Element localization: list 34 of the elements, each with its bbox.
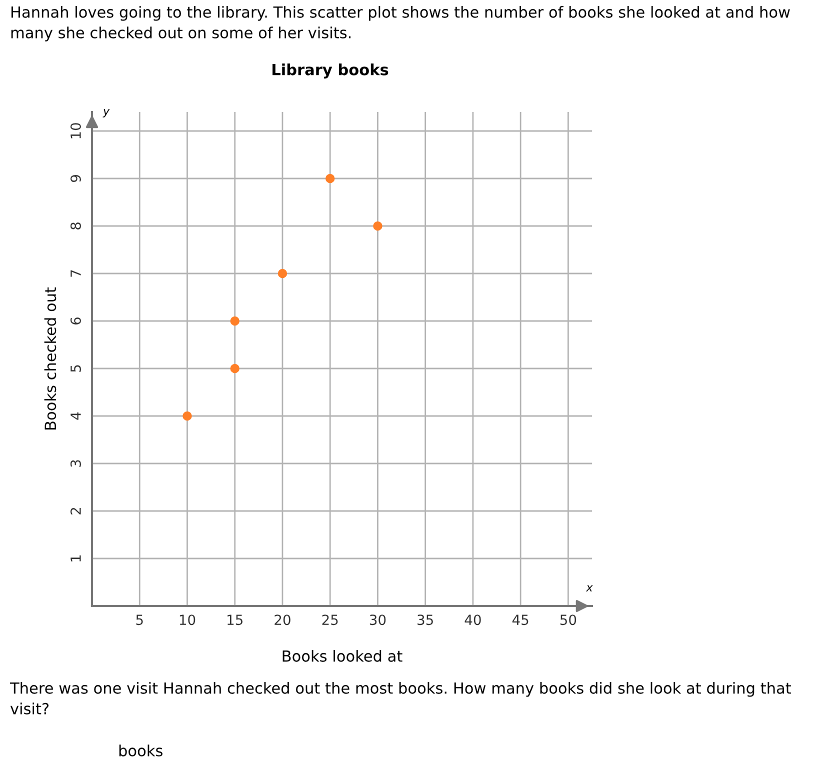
chart-title: Library books [272, 64, 388, 78]
x-tick-label: 5 [136, 614, 143, 626]
y-tick-label: 3 [70, 460, 81, 467]
point [230, 316, 240, 326]
y-tick-label: 6 [70, 317, 81, 324]
point [278, 268, 288, 278]
x-tick-label: 50 [560, 614, 576, 626]
y-tick-label: 5 [70, 365, 81, 372]
x-axis-title: Books looked at [282, 650, 402, 662]
text: books [119, 744, 162, 756]
y-tick-label: 1 [70, 555, 81, 562]
x-tick-label: 35 [418, 614, 433, 626]
y-axis-title: Books checked out [44, 287, 56, 430]
y-tick-label: 4 [70, 412, 81, 420]
point [182, 411, 192, 421]
y-tick-label: 8 [70, 222, 81, 230]
text: There was one visit Hannah checked out the most books. How many books did she look at during that visit? [10, 682, 792, 714]
point [373, 221, 382, 231]
y-tick-label: 2 [70, 508, 81, 514]
x-tick-label: 20 [274, 614, 290, 626]
y-tick-label: 7 [70, 270, 81, 277]
annotation: y [102, 108, 110, 118]
point [325, 174, 335, 184]
y-tick-label: 10 [70, 123, 81, 138]
x-tick-label: 15 [228, 614, 242, 626]
chart-subtitle: Hannah loves going to the library. This scatter plot shows the number of books she looked at and how many she checked out on some of her visits. [11, 6, 790, 42]
x-tick-label: 45 [512, 614, 528, 626]
y-tick-label: 9 [70, 175, 81, 182]
x-tick-label: 25 [322, 614, 338, 626]
annotation: x [586, 585, 593, 592]
x-tick-label: 40 [464, 614, 481, 626]
x-tick-label: 10 [180, 614, 196, 626]
point [230, 364, 240, 374]
x-tick-label: 30 [370, 614, 386, 626]
